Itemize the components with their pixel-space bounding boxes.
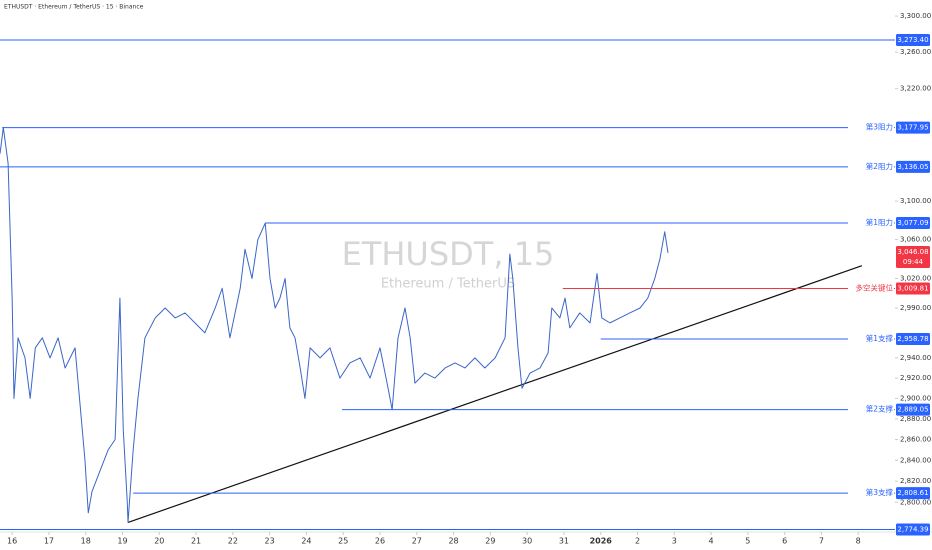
level-label: 第2阻力 xyxy=(866,161,893,171)
y-tick-label: 3,100.00 xyxy=(900,197,931,205)
x-tick-label: 6 xyxy=(782,537,787,546)
level-label-bg xyxy=(848,333,894,346)
x-tick-label: 3 xyxy=(672,537,677,546)
level-label-bg xyxy=(848,160,894,173)
level-value-box xyxy=(896,160,930,173)
level-value-label: 2,958.78 xyxy=(897,335,928,343)
x-tick-label: 16 xyxy=(7,537,17,546)
x-tick-label: 8 xyxy=(856,537,861,546)
x-tick-label: 28 xyxy=(448,537,458,546)
level-value-label: 3,273.40 xyxy=(897,36,928,44)
y-tick-label: 3,220.00 xyxy=(900,85,931,93)
level-value-box xyxy=(896,217,930,230)
level-value-box xyxy=(896,34,930,47)
x-tick-label: 26 xyxy=(375,537,385,546)
x-tick-label: 19 xyxy=(117,537,127,546)
level-value-label: 2,889.05 xyxy=(897,406,928,414)
level-label: 第3阻力 xyxy=(866,122,893,132)
x-tick-label: 4 xyxy=(709,537,714,546)
x-tick-label: 22 xyxy=(228,537,238,546)
x-tick-label: 29 xyxy=(485,537,495,546)
level-label: 第1阻力 xyxy=(866,217,893,227)
header: ETHUSDT · Ethereum / TetherUS · 15 · Bin… xyxy=(4,4,144,11)
y-tick-label: 2,800.00 xyxy=(900,498,931,506)
x-tick-label: 27 xyxy=(412,537,422,546)
y-tick-label: 3,020.00 xyxy=(900,274,931,282)
level-value-box xyxy=(896,487,930,500)
x-tick-label: 25 xyxy=(338,537,348,546)
level-value-label: 2,774.39 xyxy=(897,525,928,533)
level-label-bg xyxy=(848,403,894,416)
x-tick-label: 2 xyxy=(635,537,640,546)
y-tick-label: 2,900.00 xyxy=(900,394,931,402)
level-value-box xyxy=(896,121,930,134)
watermark-subtitle: Ethereum / TetherUS xyxy=(381,277,515,292)
level-value-label: 3,177.95 xyxy=(897,124,928,132)
level-label: 第3支撑 xyxy=(866,487,894,497)
y-tick-label: 3,060.00 xyxy=(900,236,931,244)
level-value-box xyxy=(896,282,930,295)
x-tick-label: 30 xyxy=(522,537,532,546)
y-tick-label: 2,940.00 xyxy=(900,354,931,362)
y-tick-label: 2,920.00 xyxy=(900,374,931,382)
y-tick-label: 3,260.00 xyxy=(900,48,931,56)
last-price-label: 3,046.08 xyxy=(897,248,928,256)
y-tick-label: 2,840.00 xyxy=(900,456,931,464)
level-value-box xyxy=(896,523,930,536)
last-price-box xyxy=(896,246,930,269)
level-label-bg xyxy=(848,121,894,134)
last-price-countdown: 09:44 xyxy=(903,258,924,266)
level-label-bg xyxy=(848,217,894,230)
x-tick-label: 2026 xyxy=(590,537,613,546)
level-value-box xyxy=(896,403,930,416)
level-value-label: 2,808.61 xyxy=(897,489,928,497)
y-tick-label: 2,880.00 xyxy=(900,415,931,423)
level-label: 多空关键位 xyxy=(856,282,894,292)
x-tick-label: 21 xyxy=(191,537,201,546)
y-tick-label: 2,820.00 xyxy=(900,477,931,485)
y-tick-label: 2,860.00 xyxy=(900,436,931,444)
price-line xyxy=(0,127,669,523)
level-value-box xyxy=(896,333,930,346)
trend-line xyxy=(127,265,863,523)
x-tick-label: 24 xyxy=(301,537,311,546)
y-tick-label: 3,300.00 xyxy=(900,12,931,20)
level-label-bg xyxy=(848,487,894,500)
level-label-bg xyxy=(848,282,894,295)
level-label: 第2支撑 xyxy=(866,404,894,414)
level-value-label: 3,077.09 xyxy=(897,219,928,227)
watermark: ETHUSDT, 15 xyxy=(342,235,555,273)
x-tick-label: 31 xyxy=(559,537,569,546)
x-tick-label: 23 xyxy=(265,537,275,546)
x-tick-label: 7 xyxy=(819,537,824,546)
y-tick-label: 2,990.00 xyxy=(900,304,931,312)
x-tick-label: 17 xyxy=(44,537,54,546)
level-label: 第1支撑 xyxy=(866,333,894,343)
x-tick-label: 20 xyxy=(154,537,164,546)
level-value-label: 3,009.81 xyxy=(897,284,928,292)
level-value-label: 3,136.05 xyxy=(897,163,928,171)
x-tick-label: 5 xyxy=(745,537,750,546)
x-tick-label: 18 xyxy=(81,537,91,546)
